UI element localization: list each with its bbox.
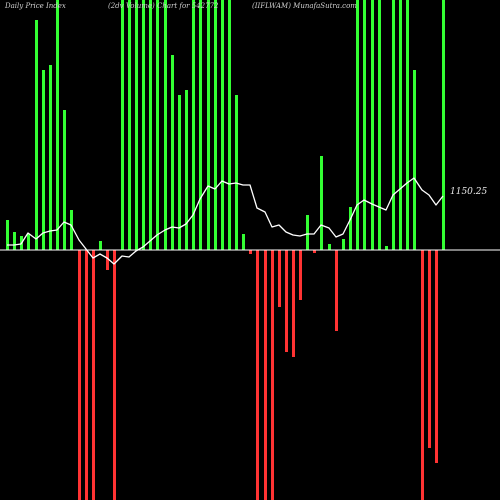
down-volume-bar-41 [299, 250, 302, 300]
up-volume-bar-19 [142, 0, 145, 250]
up-volume-bar-6 [49, 65, 52, 250]
up-volume-bar-7 [56, 0, 59, 250]
up-volume-bar-27 [199, 0, 202, 250]
up-volume-bar-45 [328, 244, 331, 250]
up-volume-bar-48 [349, 207, 352, 250]
last-price-label: 1150.25 [450, 187, 488, 197]
up-volume-bar-21 [156, 0, 159, 250]
down-volume-bar-37 [271, 250, 274, 500]
up-volume-bar-61 [442, 0, 445, 250]
up-volume-bar-17 [128, 0, 131, 250]
down-volume-bar-15 [113, 250, 116, 500]
up-volume-bar-0 [6, 220, 9, 250]
up-volume-bar-23 [171, 55, 174, 250]
up-volume-bar-9 [70, 210, 73, 250]
up-volume-bar-31 [228, 0, 231, 250]
up-volume-bar-1 [13, 232, 16, 250]
down-volume-bar-43 [313, 250, 316, 253]
up-volume-bar-4 [35, 20, 38, 250]
up-volume-bar-56 [406, 0, 409, 250]
down-volume-bar-59 [428, 250, 431, 448]
up-volume-bar-42 [306, 215, 309, 250]
up-volume-bar-29 [214, 0, 217, 250]
down-volume-bar-38 [278, 250, 281, 307]
up-volume-bar-5 [42, 70, 45, 250]
up-volume-bar-18 [135, 0, 138, 250]
up-volume-bar-20 [149, 0, 152, 250]
up-volume-bar-53 [385, 246, 388, 250]
up-volume-bar-33 [242, 234, 245, 250]
header-mid-title: (2dv Volume) Chart for 542772 [108, 2, 219, 10]
header-right-title: (IIFLWAM) MunafaSutra.com [252, 2, 357, 10]
up-volume-bar-52 [378, 0, 381, 250]
down-volume-bar-14 [106, 250, 109, 270]
up-volume-bar-51 [371, 0, 374, 250]
up-volume-bar-30 [221, 0, 224, 250]
up-volume-bar-28 [207, 0, 210, 250]
up-volume-bar-47 [342, 239, 345, 250]
up-volume-bar-49 [356, 0, 359, 250]
down-volume-bar-40 [292, 250, 295, 357]
down-volume-bar-11 [85, 250, 88, 500]
up-volume-bar-16 [121, 0, 124, 250]
up-volume-bar-13 [99, 241, 102, 250]
up-volume-bar-8 [63, 110, 66, 250]
down-volume-bar-10 [78, 250, 81, 500]
down-volume-bar-36 [264, 250, 267, 500]
down-volume-bar-35 [256, 250, 259, 500]
up-volume-bar-50 [363, 0, 366, 250]
up-volume-bar-24 [178, 95, 181, 250]
up-volume-bar-55 [399, 0, 402, 250]
up-volume-bar-54 [392, 0, 395, 250]
up-volume-bar-3 [27, 234, 30, 250]
down-volume-bar-58 [421, 250, 424, 500]
up-volume-bar-57 [413, 70, 416, 250]
down-volume-bar-46 [335, 250, 338, 331]
down-volume-bar-34 [249, 250, 252, 254]
down-volume-bar-60 [435, 250, 438, 463]
header-left-title: Daily Price Index [5, 2, 66, 10]
up-volume-bar-22 [164, 0, 167, 250]
up-volume-bar-32 [235, 95, 238, 250]
price-line [7, 177, 444, 265]
up-volume-bar-25 [185, 90, 188, 250]
up-volume-bar-44 [320, 156, 323, 250]
down-volume-bar-12 [92, 250, 95, 500]
up-volume-bar-26 [192, 0, 195, 250]
down-volume-bar-39 [285, 250, 288, 352]
